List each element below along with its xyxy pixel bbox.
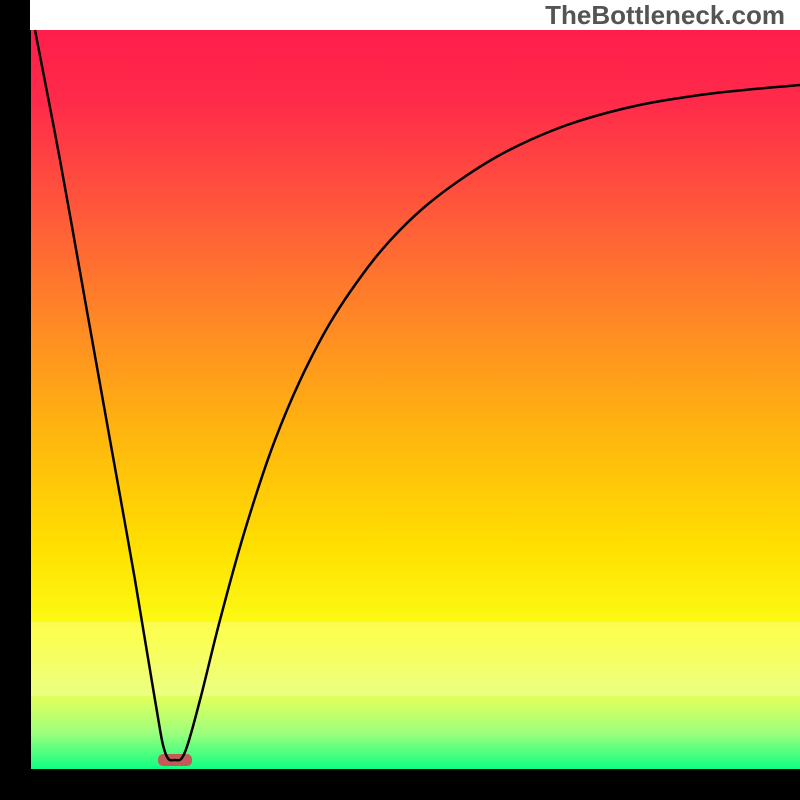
left-margin: [0, 0, 30, 800]
bottleneck-chart: [0, 0, 800, 800]
watermark-text: TheBottleneck.com: [545, 0, 785, 31]
highlight-band: [30, 622, 800, 696]
chart-canvas: TheBottleneck.com: [0, 0, 800, 800]
bottom-margin: [0, 770, 800, 800]
